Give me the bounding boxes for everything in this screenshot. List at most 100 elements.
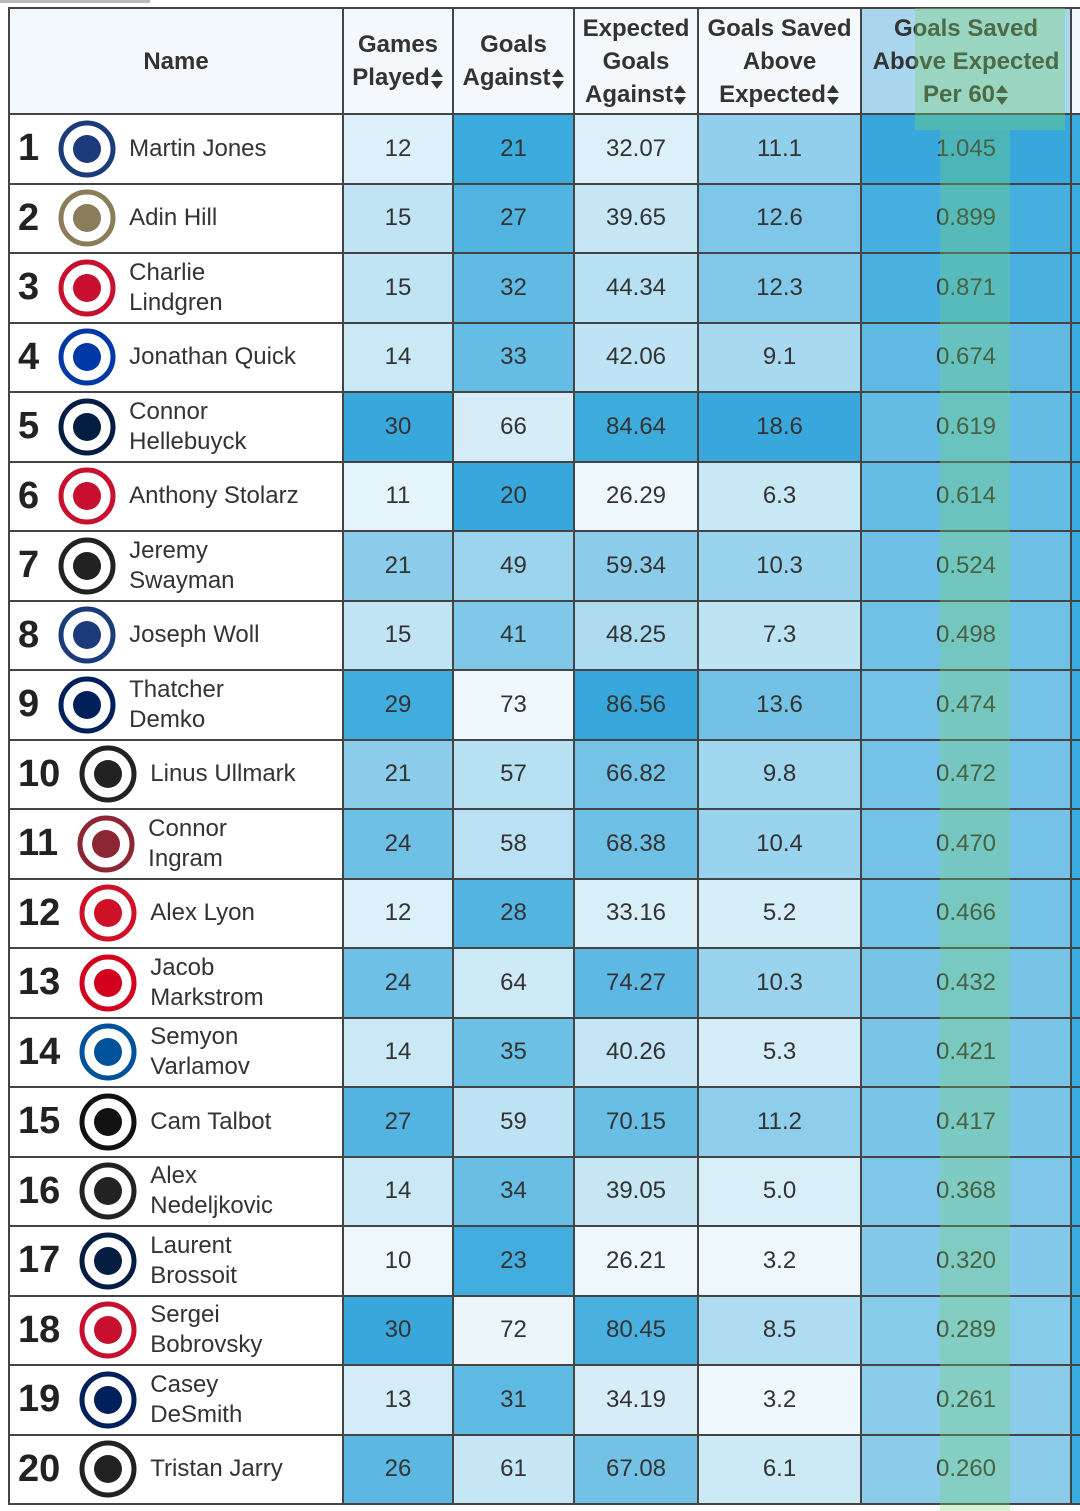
sort-icon[interactable]: [673, 84, 687, 106]
stat-cell: 10.3: [699, 949, 862, 1019]
stat-cell: 18.6: [699, 393, 862, 463]
rank: 2: [18, 196, 40, 239]
name-cell: 14 Semyon Varlamov: [10, 1018, 344, 1088]
header-cell[interactable]: Games Played: [344, 9, 454, 115]
name-cell: 18 Sergei Bobrovsky: [10, 1296, 344, 1366]
rank: 5: [18, 405, 40, 448]
header-label: Goals Saved Above Expected: [707, 14, 852, 108]
stat-cell: 30: [344, 393, 454, 463]
name-cell: 1 Martin Jones: [10, 115, 344, 185]
player-name: Semyon Varlamov: [150, 1022, 250, 1082]
stat-cell: [1072, 1227, 1080, 1297]
stat-cell: 21: [454, 115, 575, 185]
player-name: Alex Lyon: [150, 898, 255, 928]
stat-cell: 32: [454, 254, 575, 324]
team-logo: [79, 1093, 137, 1151]
stats-table: Name Games Played Goals Against Expected Go…: [8, 7, 1080, 1505]
sort-icon[interactable]: [551, 68, 565, 90]
header-cell[interactable]: Goals Saved Above Expected Per 60: [862, 9, 1072, 115]
stat-cell: 42.06: [575, 323, 699, 393]
player-name: Connor Hellebuyck: [129, 397, 246, 457]
team-logo: [79, 1440, 137, 1498]
team-logo: [79, 1371, 137, 1429]
stat-cell: 0.289: [862, 1296, 1072, 1366]
name-cell: 20 Tristan Jarry: [10, 1435, 344, 1505]
stat-cell: 72: [454, 1296, 575, 1366]
rank: 1: [18, 127, 40, 170]
rank: 18: [18, 1308, 61, 1351]
stat-cell: 44.34: [575, 254, 699, 324]
name-line: DeSmith: [150, 1400, 243, 1428]
stat-cell: 84.64: [575, 393, 699, 463]
stat-cell: [1072, 1088, 1080, 1158]
stat-cell: 0.470: [862, 810, 1072, 880]
stat-cell: 11.2: [699, 1088, 862, 1158]
stat-cell: 41: [454, 601, 575, 671]
stat-cell: 80.45: [575, 1296, 699, 1366]
name-cell: 2 Adin Hill: [10, 184, 344, 254]
rank: 9: [18, 683, 40, 726]
name-line: Semyon: [150, 1023, 239, 1051]
name-cell: 4 Jonathan Quick: [10, 323, 344, 393]
player-name: Martin Jones: [129, 134, 266, 164]
name-line: Markstrom: [150, 983, 264, 1011]
stat-cell: [1072, 1435, 1080, 1505]
stat-cell: [1072, 115, 1080, 185]
stat-cell: 14: [344, 1018, 454, 1088]
stat-cell: 13.6: [699, 671, 862, 741]
stat-cell: 9.8: [699, 740, 862, 810]
stat-cell: 24: [344, 949, 454, 1019]
header-cell: [1072, 9, 1080, 115]
rank: 10: [18, 752, 61, 795]
name-line: Martin Jones: [129, 134, 267, 162]
name-line: Adin Hill: [129, 204, 218, 232]
stat-cell: 30: [344, 1296, 454, 1366]
player-name: Tristan Jarry: [150, 1454, 282, 1484]
team-logo: [79, 954, 137, 1012]
stat-cell: 5.3: [699, 1018, 862, 1088]
sort-icon[interactable]: [995, 84, 1009, 106]
stat-cell: 48.25: [575, 601, 699, 671]
stat-cell: 29: [344, 671, 454, 741]
header-cell[interactable]: Goals Against: [454, 9, 575, 115]
stat-cell: [1072, 1296, 1080, 1366]
team-logo: [79, 884, 137, 942]
team-logo: [58, 328, 116, 386]
stat-cell: 0.524: [862, 532, 1072, 602]
header-label: Expected Goals Against: [582, 14, 690, 108]
stat-cell: 0.619: [862, 393, 1072, 463]
name-cell: 19 Casey DeSmith: [10, 1366, 344, 1436]
header-cell[interactable]: Expected Goals Against: [575, 9, 699, 115]
rank: 17: [18, 1239, 61, 1282]
player-name: Linus Ullmark: [150, 759, 295, 789]
name-line: Swayman: [129, 566, 235, 594]
name-cell: 7 Jeremy Swayman: [10, 532, 344, 602]
sort-icon[interactable]: [826, 84, 840, 106]
stat-cell: 0.421: [862, 1018, 1072, 1088]
rank: 3: [18, 266, 40, 309]
sort-icon[interactable]: [430, 68, 444, 90]
stat-cell: 11: [344, 462, 454, 532]
name-line: Jacob: [150, 953, 215, 981]
stat-cell: 9.1: [699, 323, 862, 393]
stat-cell: 0.871: [862, 254, 1072, 324]
team-logo: [79, 745, 137, 803]
stat-cell: 86.56: [575, 671, 699, 741]
player-name: Thatcher Demko: [129, 675, 224, 735]
name-cell: 17 Laurent Brossoit: [10, 1227, 344, 1297]
name-line: Alex: [150, 1162, 197, 1190]
stat-cell: [1072, 393, 1080, 463]
header-cell[interactable]: Goals Saved Above Expected: [699, 9, 862, 115]
stat-cell: 3.2: [699, 1227, 862, 1297]
name-line: Joseph Woll: [129, 621, 260, 649]
stat-cell: 59.34: [575, 532, 699, 602]
stat-cell: [1072, 462, 1080, 532]
player-name: Jeremy Swayman: [129, 536, 234, 596]
name-cell: 13 Jacob Markstrom: [10, 949, 344, 1019]
name-cell: 16 Alex Nedeljkovic: [10, 1157, 344, 1227]
team-logo: [79, 1162, 137, 1220]
stat-cell: [1072, 184, 1080, 254]
stat-cell: 15: [344, 184, 454, 254]
name-line: Cam Talbot: [150, 1107, 272, 1135]
